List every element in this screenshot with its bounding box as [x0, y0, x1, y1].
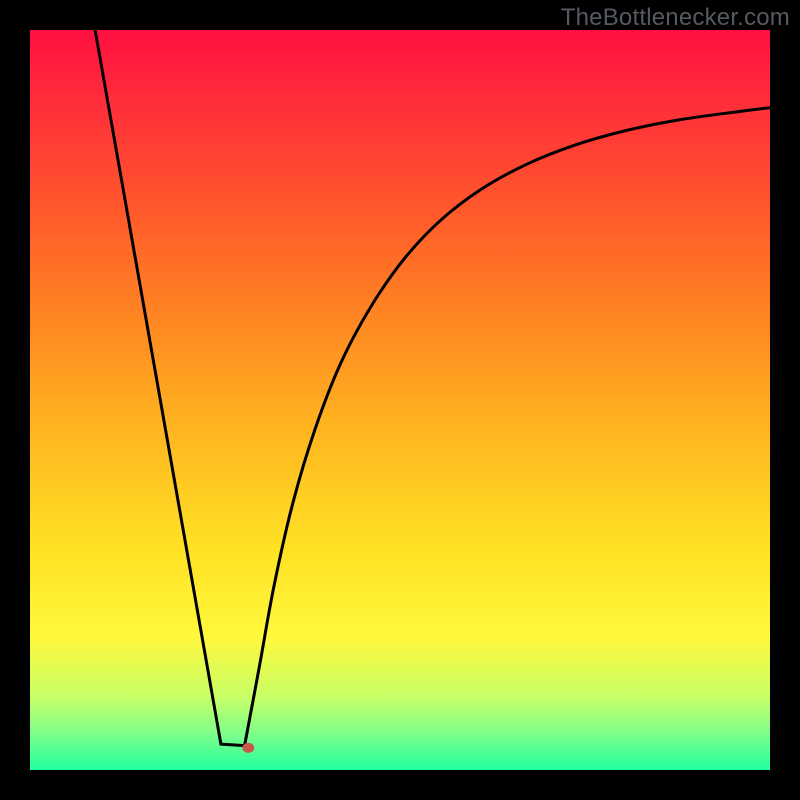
border-right [770, 0, 800, 800]
border-bottom [0, 770, 800, 800]
chart-background [30, 30, 770, 770]
watermark-text: TheBottleneсker.com [561, 4, 790, 32]
minimum-marker [242, 743, 254, 753]
v-curve-chart [0, 0, 800, 800]
border-left [0, 0, 30, 800]
